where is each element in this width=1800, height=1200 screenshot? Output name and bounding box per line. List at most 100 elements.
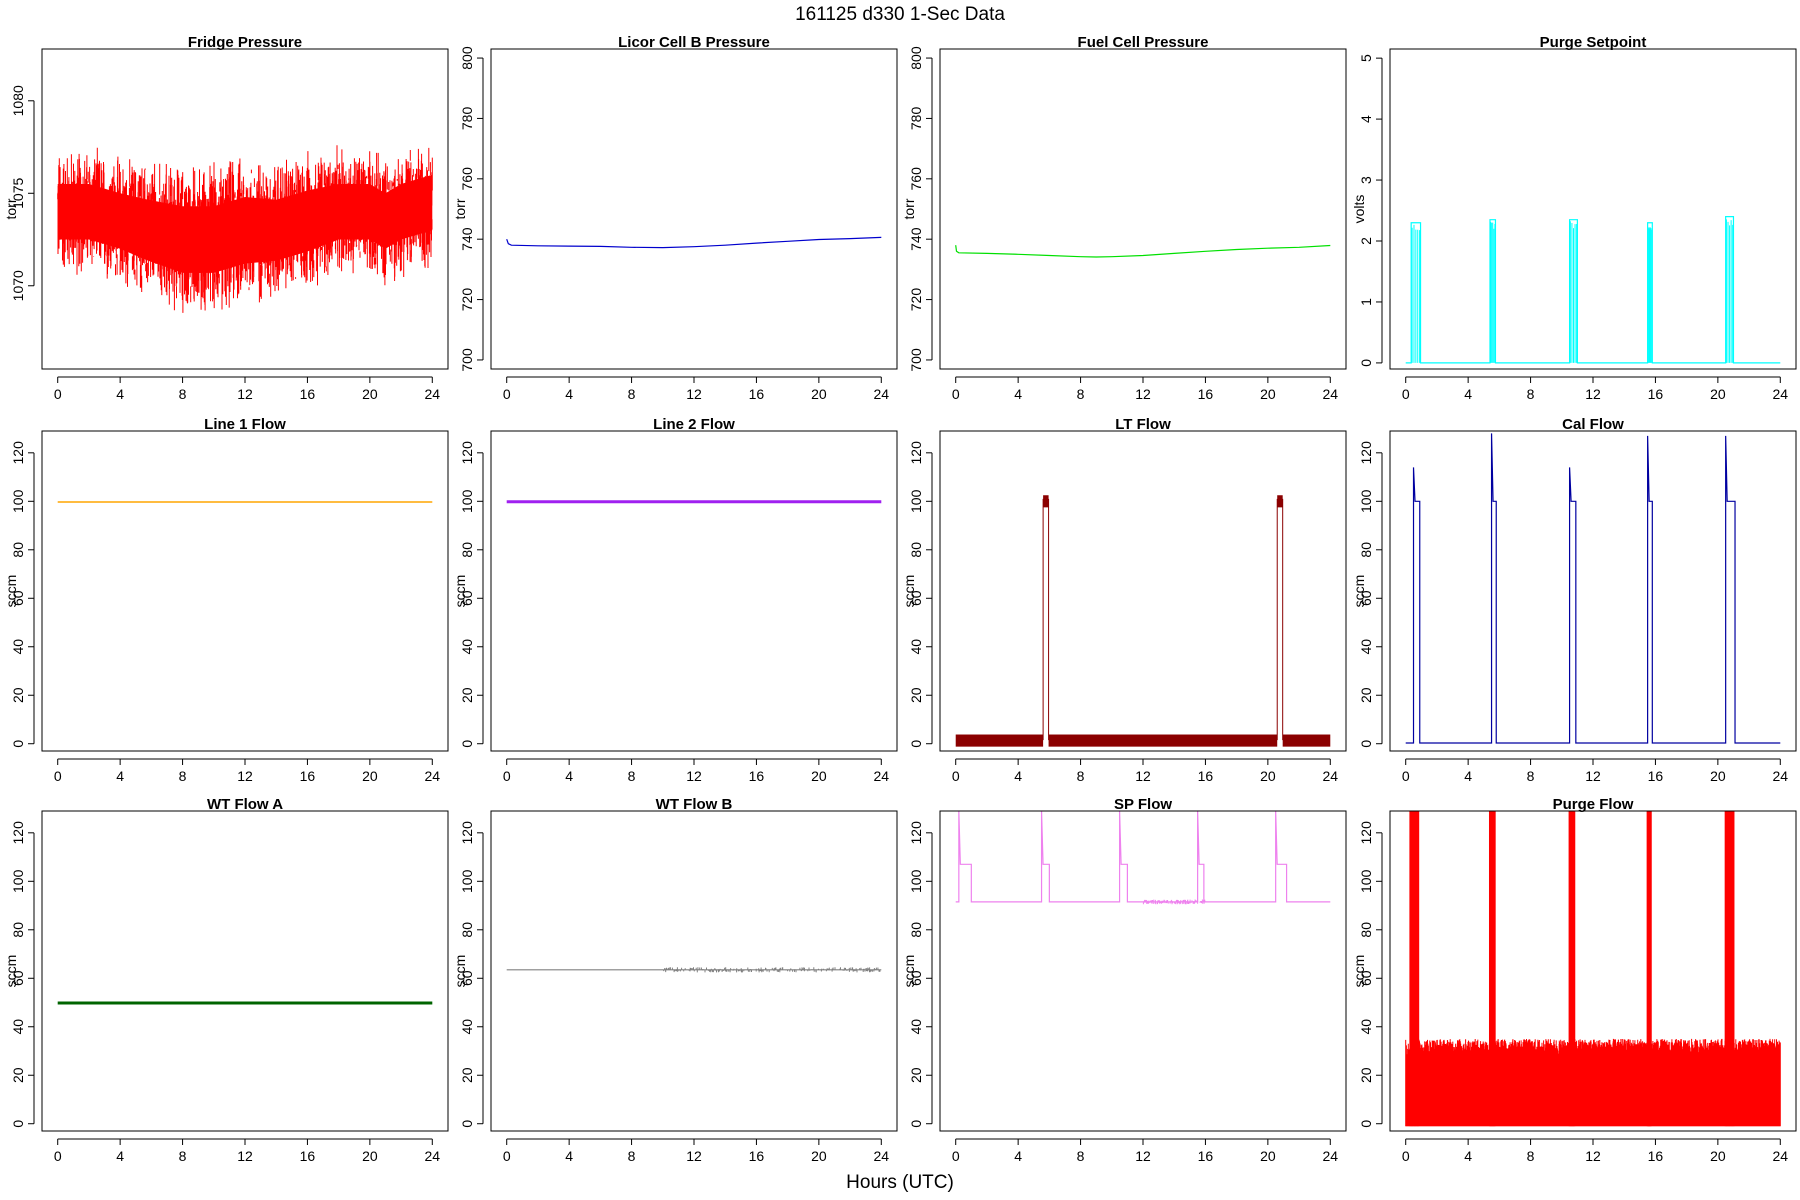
panel-purge-setpoint-x-tick-label: 0 — [1402, 386, 1410, 402]
panel-purge-flow-y-tick-label: 20 — [1358, 1067, 1374, 1083]
panel-line-1-flow-y-tick-label: 100 — [10, 489, 26, 513]
panel-sp-flow: SP Flow sccm 0 4 8 12 16 20 24 0 20 40 60 80 100 120 — [901, 796, 1347, 1164]
panel-purge-flow-x-tick-label: 4 — [1464, 1148, 1472, 1164]
panel-lt-flow-series — [955, 495, 1331, 747]
panel-fridge-pressure-frame — [41, 48, 449, 370]
panel-purge-setpoint-x-tick-label: 16 — [1648, 386, 1664, 402]
panel-sp-flow-x-tick-label: 16 — [1198, 1148, 1214, 1164]
panel-wt-flow-a-y-tick-label: 40 — [10, 1019, 26, 1035]
panel-purge-setpoint-x-tick-label: 24 — [1772, 386, 1788, 402]
panel-wt-flow-a-x-tick-label: 12 — [237, 1148, 253, 1164]
panel-wt-flow-a-y-tick-label: 80 — [10, 922, 26, 938]
panel-line-2-flow-y-tick-label: 0 — [459, 740, 475, 748]
panel-sp-flow-y-tick-label: 80 — [908, 922, 924, 938]
panel-lt-flow-y-tick-label: 40 — [908, 639, 924, 655]
panel-wt-flow-b-y-axis-label: sccm — [452, 955, 468, 988]
panel-licor-cell-b-pressure-y-tick-label: 720 — [459, 288, 475, 312]
panel-wt-flow-b-y-tick-label: 20 — [459, 1067, 475, 1083]
panel-lt-flow-frame — [939, 430, 1347, 752]
panel-licor-cell-b-pressure-title: Licor Cell B Pressure — [618, 34, 770, 51]
panel-line-1-flow-y-tick-label: 60 — [10, 590, 26, 606]
panel-wt-flow-a: WT Flow A sccm 0 4 8 12 16 20 24 0 20 40 60 80 100 120 — [3, 796, 449, 1164]
figure-x-axis-label: Hours (UTC) — [846, 1172, 954, 1193]
panel-wt-flow-b-y-tick-label: 100 — [459, 869, 475, 893]
panel-purge-flow-x-tick-label: 12 — [1585, 1148, 1601, 1164]
panel-wt-flow-b-y-tick-label: 60 — [459, 970, 475, 986]
panel-lt-flow-pulse-top — [1277, 495, 1283, 508]
panel-lt-flow-x-tick-label: 12 — [1135, 768, 1151, 784]
panel-wt-flow-b-x-tick-label: 12 — [686, 1148, 702, 1164]
panel-lt-flow-y-axis-label: sccm — [901, 575, 917, 608]
panel-purge-flow-x-tick-label: 16 — [1648, 1148, 1664, 1164]
panel-purge-flow-title: Purge Flow — [1553, 796, 1634, 813]
panel-fridge-pressure-x-tick-label: 20 — [362, 386, 378, 402]
panel-wt-flow-a-title: WT Flow A — [207, 796, 283, 813]
panel-lt-flow-baseline-band — [1282, 734, 1331, 747]
panel-licor-cell-b-pressure-y-tick-label: 760 — [459, 167, 475, 191]
panel-fridge-pressure-x-tick-label: 4 — [116, 386, 124, 402]
panel-sp-flow-x-tick-label: 12 — [1135, 1148, 1151, 1164]
panel-cal-flow-series — [1405, 433, 1781, 744]
panel-purge-setpoint-y-tick-label: 1 — [1358, 298, 1374, 306]
panel-sp-flow-x-tick-label: 8 — [1077, 1148, 1085, 1164]
panel-wt-flow-a-x-tick-label: 4 — [116, 1148, 124, 1164]
panel-licor-cell-b-pressure-x-tick-label: 24 — [873, 386, 889, 402]
panel-purge-setpoint-y-tick-label: 4 — [1358, 115, 1374, 123]
panel-fridge-pressure-x-tick-label: 12 — [237, 386, 253, 402]
panel-lt-flow-baseline-band — [955, 734, 1044, 747]
panel-line-2-flow-y-tick-label: 80 — [459, 542, 475, 558]
panel-wt-flow-b-x-tick-label: 20 — [811, 1148, 827, 1164]
panel-line-2-flow-title: Line 2 Flow — [653, 416, 735, 433]
panel-sp-flow-y-tick-label: 0 — [908, 1120, 924, 1128]
panel-lt-flow-x-tick-label: 24 — [1322, 768, 1338, 784]
panel-sp-flow-x-tick-label: 4 — [1014, 1148, 1022, 1164]
panel-cal-flow-x-tick-label: 24 — [1772, 768, 1788, 784]
panel-line-1-flow-x-tick-label: 12 — [237, 768, 253, 784]
panel-fridge-pressure-y-tick-label: 1070 — [10, 270, 26, 301]
panel-lt-flow-x-tick-label: 4 — [1014, 768, 1022, 784]
panel-wt-flow-b-x-tick-label: 24 — [873, 1148, 889, 1164]
panel-lt-flow-x-tick-label: 8 — [1077, 768, 1085, 784]
panel-sp-flow-y-tick-label: 60 — [908, 970, 924, 986]
panel-fridge-pressure-core-area — [57, 174, 433, 273]
panel-fuel-cell-pressure-x-tick-label: 20 — [1260, 386, 1276, 402]
panel-purge-flow-y-axis-label: sccm — [1351, 955, 1367, 988]
panel-licor-cell-b-pressure-x-tick-label: 8 — [628, 386, 636, 402]
panel-wt-flow-a-y-tick-label: 0 — [10, 1120, 26, 1128]
panel-purge-setpoint-x-tick-label: 20 — [1710, 386, 1726, 402]
panel-fridge-pressure-x-tick-label: 16 — [300, 386, 316, 402]
panel-cal-flow-y-tick-label: 40 — [1358, 639, 1374, 655]
panel-purge-flow-y-tick-label: 40 — [1358, 1019, 1374, 1035]
panel-fuel-cell-pressure-y-axis-label: torr — [901, 198, 917, 219]
panel-line-1-flow-x-tick-label: 8 — [179, 768, 187, 784]
panel-line-1-flow-y-tick-label: 20 — [10, 687, 26, 703]
panel-licor-cell-b-pressure: Licor Cell B Pressure torr 0 4 8 12 16 20 24 700 7… — [452, 34, 898, 402]
panel-cal-flow-y-tick-label: 80 — [1358, 542, 1374, 558]
panel-line-2-flow: Line 2 Flow sccm 0 4 8 12 16 20 24 0 20 40 60 80 100 12… — [452, 416, 898, 784]
panel-fuel-cell-pressure-y-tick-label: 760 — [908, 167, 924, 191]
panel-line-1-flow-x-tick-label: 0 — [54, 768, 62, 784]
panel-line-1-flow-y-tick-label: 80 — [10, 542, 26, 558]
panel-line-2-flow-x-tick-label: 8 — [628, 768, 636, 784]
panel-wt-flow-a-x-tick-label: 20 — [362, 1148, 378, 1164]
panel-sp-flow-jitter — [1142, 899, 1206, 905]
panel-licor-cell-b-pressure-line — [506, 236, 882, 249]
panel-wt-flow-b-series — [506, 967, 882, 973]
panel-licor-cell-b-pressure-x-tick-label: 4 — [565, 386, 573, 402]
panel-fuel-cell-pressure-x-tick-label: 4 — [1014, 386, 1022, 402]
panel-line-1-flow-x-tick-label: 20 — [362, 768, 378, 784]
panel-cal-flow: Cal Flow sccm 0 4 8 12 16 20 24 0 20 40 60 80 100 120 — [1351, 416, 1797, 784]
panel-wt-flow-a-frame — [41, 810, 449, 1132]
panel-fridge-pressure-y-tick-label: 1080 — [10, 85, 26, 116]
panel-fuel-cell-pressure-x-tick-label: 8 — [1077, 386, 1085, 402]
panel-purge-flow-x-tick-label: 8 — [1527, 1148, 1535, 1164]
panel-line-1-flow-title: Line 1 Flow — [204, 416, 286, 433]
panel-fuel-cell-pressure-frame — [939, 48, 1347, 370]
panel-purge-flow-x-tick-label: 20 — [1710, 1148, 1726, 1164]
panel-lt-flow-title: LT Flow — [1115, 416, 1171, 433]
panel-purge-flow-series — [1405, 811, 1781, 1127]
panel-purge-setpoint-line — [1405, 216, 1781, 364]
panel-purge-flow: Purge Flow sccm 0 4 8 12 16 20 24 0 20 40 60 80 100 120 — [1351, 796, 1797, 1164]
panel-sp-flow-x-tick-label: 20 — [1260, 1148, 1276, 1164]
panel-wt-flow-a-y-tick-label: 60 — [10, 970, 26, 986]
